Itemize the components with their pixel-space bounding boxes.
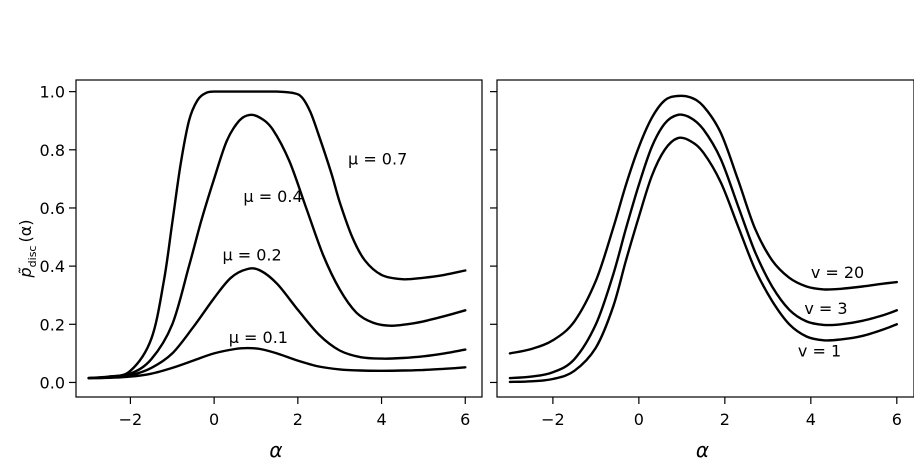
y-tick-label: 0.4 <box>40 257 65 276</box>
x-tick-label: 0 <box>634 410 644 429</box>
series-line-1-0 <box>508 94 898 355</box>
series-line-0-0 <box>87 90 467 380</box>
series-line-0-1 <box>87 113 467 380</box>
x-tick-label: 4 <box>376 410 386 429</box>
x-axis-title: α <box>269 438 282 462</box>
curve-label: v = 20 <box>811 263 864 282</box>
y-tick-label: 0.0 <box>40 373 65 392</box>
curve-label: μ = 0.7 <box>348 149 407 168</box>
y-axis-title-base: p̃ <box>16 267 35 278</box>
curve-label: μ = 0.1 <box>229 328 288 347</box>
curve-label: μ = 0.4 <box>243 187 302 206</box>
x-axis-title: α <box>696 438 709 462</box>
y-tick-label: 0.2 <box>40 315 65 334</box>
y-tick-label: 0.6 <box>40 199 65 218</box>
curve-label: μ = 0.2 <box>222 245 281 264</box>
series-line-0-2 <box>87 267 467 380</box>
y-axis-title-sub: disc <box>26 246 39 268</box>
x-tick-label: 2 <box>293 410 303 429</box>
curve-label: v = 3 <box>804 299 847 318</box>
y-tick-label: 0.8 <box>40 141 65 160</box>
x-tick-label: −2 <box>541 410 565 429</box>
x-tick-label: 2 <box>720 410 730 429</box>
x-tick-label: 4 <box>806 410 816 429</box>
panel-left: −2 0 2 4 6 0.0 0.2 0.4 0.6 0.8 1.0 α p̃disc (α) μ = 0.… <box>16 79 483 462</box>
plot-frame <box>496 79 914 398</box>
plot-frame <box>75 79 483 398</box>
x-tick-label: 6 <box>460 410 470 429</box>
y-axis-title-arg: (α) <box>16 219 35 242</box>
series-line-1-2 <box>508 136 898 384</box>
series-line-1-1 <box>508 113 898 380</box>
x-tick-label: −2 <box>119 410 143 429</box>
panel-right: −2 0 2 4 6 α v = 20 v = 3 v = 1 <box>490 79 914 462</box>
y-tick-label: 1.0 <box>40 83 65 102</box>
y-axis-title: p̃disc (α) <box>16 219 39 278</box>
series-line-0-3 <box>87 346 467 380</box>
curve-label: v = 1 <box>798 341 841 360</box>
x-tick-label: 6 <box>892 410 902 429</box>
x-tick-label: 0 <box>209 410 219 429</box>
